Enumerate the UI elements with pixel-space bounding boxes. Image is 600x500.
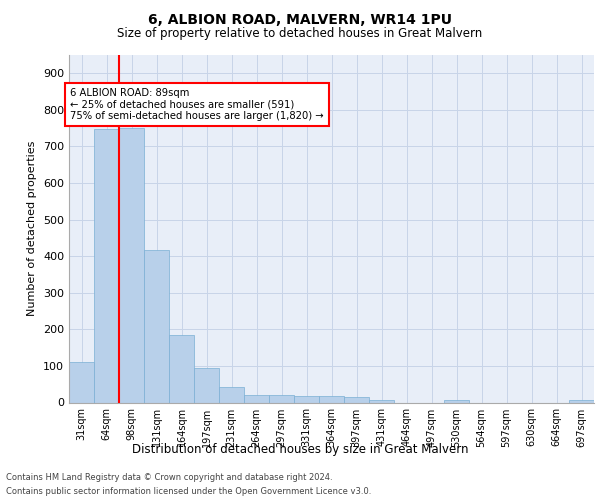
Bar <box>444 400 469 402</box>
Bar <box>294 396 319 402</box>
Bar <box>144 250 169 402</box>
Bar <box>569 400 594 402</box>
Text: 6 ALBION ROAD: 89sqm
← 25% of detached houses are smaller (591)
75% of semi-deta: 6 ALBION ROAD: 89sqm ← 25% of detached h… <box>70 88 324 121</box>
Text: Contains public sector information licensed under the Open Government Licence v3: Contains public sector information licen… <box>6 488 371 496</box>
Bar <box>94 129 119 402</box>
Bar <box>69 362 94 403</box>
Bar <box>219 387 244 402</box>
Y-axis label: Number of detached properties: Number of detached properties <box>28 141 37 316</box>
Text: Distribution of detached houses by size in Great Malvern: Distribution of detached houses by size … <box>132 442 468 456</box>
Bar <box>194 368 219 402</box>
Text: 6, ALBION ROAD, MALVERN, WR14 1PU: 6, ALBION ROAD, MALVERN, WR14 1PU <box>148 12 452 26</box>
Bar <box>319 396 344 402</box>
Bar <box>269 395 294 402</box>
Bar <box>119 128 144 402</box>
Bar <box>344 397 369 402</box>
Text: Size of property relative to detached houses in Great Malvern: Size of property relative to detached ho… <box>118 28 482 40</box>
Text: Contains HM Land Registry data © Crown copyright and database right 2024.: Contains HM Land Registry data © Crown c… <box>6 472 332 482</box>
Bar <box>369 400 394 402</box>
Bar <box>169 335 194 402</box>
Bar <box>244 395 269 402</box>
